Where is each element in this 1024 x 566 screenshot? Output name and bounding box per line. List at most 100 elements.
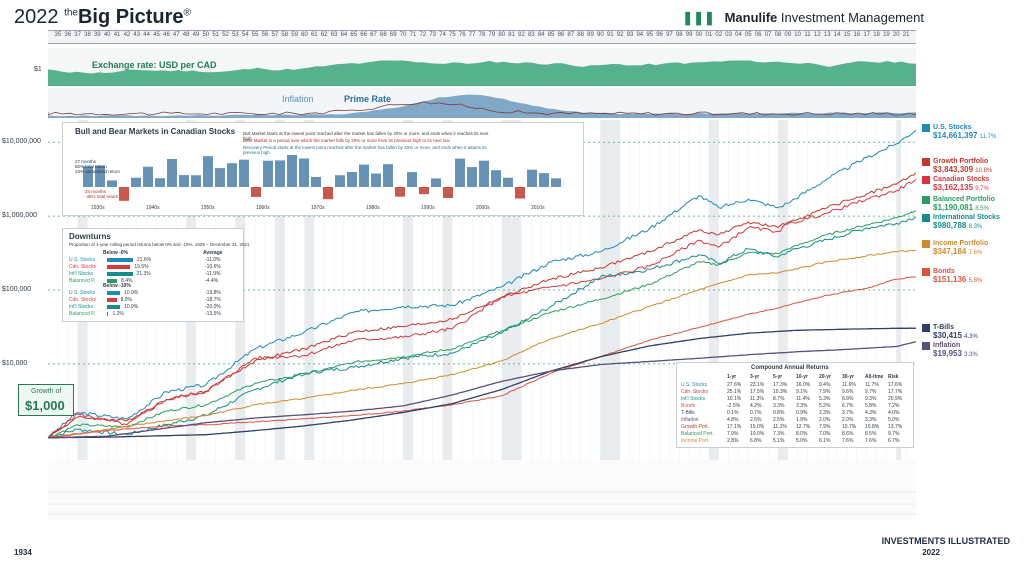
legend-final-value: $1,190,081 (933, 203, 976, 212)
table-header: Risk (888, 374, 899, 380)
year-tick: 64 (340, 32, 348, 38)
table-row-name: Inflation (681, 417, 699, 423)
bear-market-bar (419, 187, 429, 195)
table-row-name: T-Bills (681, 410, 695, 416)
bull-market-bar (359, 164, 369, 187)
year-tick: 66 (360, 32, 367, 38)
prime-rate-area (48, 94, 916, 118)
page-title: 2022 theBig Picture® (14, 6, 191, 29)
year-tick: 18 (873, 32, 880, 38)
legend-item-balanced: Balanced Portfolio $1,190,081 8.5% (922, 196, 1018, 213)
year-tick: 38 (84, 32, 91, 38)
table-cell: 4.2% (750, 403, 762, 409)
downturn-average: -10.6% (205, 264, 221, 270)
table-header: 20-yr (819, 374, 831, 380)
series-line-inflation (48, 341, 916, 439)
bull-market-bar (203, 156, 213, 187)
table-cell: 6.7% (888, 438, 900, 444)
decade-label: 1970s (311, 205, 325, 211)
year-tick: 10 (794, 32, 801, 38)
downturns-panel: Downturns Proportion of 1-year rolling p… (62, 228, 249, 322)
legend-swatch-icon (922, 342, 930, 350)
year-tick: 87 (567, 32, 575, 38)
table-cell: 10.7% (842, 424, 857, 430)
downturns-sub: Proportion of 1-year rolling period retu… (69, 242, 250, 247)
year-tick: 86 (557, 32, 565, 38)
downturn-bar (107, 305, 121, 309)
table-header: 1-yr (727, 374, 737, 380)
downturn-row-name: Balanced P. (69, 311, 96, 317)
downturn-average: -19.8% (205, 290, 221, 296)
year-tick: 19 (883, 32, 890, 38)
rolling-returns-strip (48, 460, 916, 520)
first-bear-label: 34 months -45% total return (85, 189, 119, 199)
decade-label: 1950s (201, 205, 215, 211)
year-tick: 07 (764, 32, 772, 38)
year-strip: 35 36 37 38 39 40 41 42 43 44 45 46 47 48 49 50 51 52 53 54… (48, 30, 916, 44)
bear-note: Bear Market is a period over which the m… (243, 138, 451, 143)
table-row-name: Cdn. Stocks (681, 389, 708, 395)
year-tick: 49 (192, 32, 200, 38)
year-tick: 61 (310, 32, 318, 38)
year-tick: 88 (577, 32, 584, 38)
year-tick: 12 (814, 32, 821, 38)
series-line-tbills (48, 327, 916, 439)
bull-bear-title: Bull and Bear Markets in Canadian Stocks (75, 127, 236, 136)
bull-market-bar (299, 158, 309, 187)
table-cell: 9.6% (842, 389, 854, 395)
bull-market-bar (83, 166, 93, 187)
legend-name: Canadian Stocks (933, 176, 990, 183)
year-tick: 00 (695, 32, 703, 38)
downturn-row-name: Int'l Stocks (69, 304, 94, 310)
legend-rate: 10.8% (975, 168, 993, 174)
year-tick: 70 (399, 32, 407, 38)
bull-market-bar (527, 169, 537, 187)
year-tick: 09 (784, 32, 792, 38)
table-cell: 17.5% (750, 389, 765, 395)
year-tick: 77 (468, 32, 476, 38)
year-tick: 60 (301, 32, 308, 38)
bull-market-bar (467, 167, 477, 187)
legend-name: Balanced Portfolio (933, 196, 995, 203)
legend-item-intl: International Stocks $980,788 8.3% (922, 214, 1018, 231)
table-cell: 20.9% (888, 396, 903, 402)
table-row-name: Bonds (681, 403, 696, 409)
table-cell: 7.3% (773, 431, 785, 437)
legend-item-us-stocks: U.S. Stocks $14,661,397 11.7% (922, 124, 1018, 141)
table-cell: 8.5% (865, 431, 877, 437)
year-tick: 15 (843, 32, 851, 38)
table-header: 10-yr (796, 374, 808, 380)
table-header: 30-yr (842, 374, 854, 380)
bull-market-bar (95, 165, 105, 187)
title-reg: ® (183, 7, 191, 19)
year-tick: 51 (212, 32, 220, 38)
growth-of-label: Growth of (31, 388, 62, 395)
rates-panel (48, 88, 916, 118)
decade-label: 2000s (476, 205, 490, 211)
table-cell: 11.6% (842, 382, 856, 388)
table-cell: 2.0% (819, 417, 831, 423)
bear-market-bar (395, 187, 405, 197)
legend-final-value: $980,788 (933, 221, 969, 230)
bull-market-bar (275, 160, 285, 187)
legend-rate: 8.5% (975, 206, 989, 212)
table-cell: 4.3% (865, 410, 877, 416)
average-label: Average (203, 250, 223, 256)
year-tick: 75 (449, 32, 456, 38)
table-header: 5-yr (773, 374, 783, 380)
legend-rate: 5.8% (968, 278, 983, 284)
bull-market-bar (491, 170, 501, 187)
year-tick: 45 (153, 32, 160, 38)
table-cell: 0.8% (773, 410, 785, 416)
exchange-rate-panel (48, 48, 916, 86)
legend-swatch-icon (922, 324, 930, 332)
series-line-balanced (48, 210, 916, 439)
year-tick: 43 (133, 32, 141, 38)
downturn-pct: 21.6% (136, 257, 152, 263)
growth-of-box: Growth of $1,000 (18, 384, 74, 416)
bull-bear-bars (83, 154, 561, 201)
table-cell: 0.9% (796, 410, 808, 416)
year-tick: 63 (330, 32, 338, 38)
year-tick: 99 (685, 32, 693, 38)
legend-item-canadian: Canadian Stocks $3,162,135 9.7% (922, 176, 1018, 193)
